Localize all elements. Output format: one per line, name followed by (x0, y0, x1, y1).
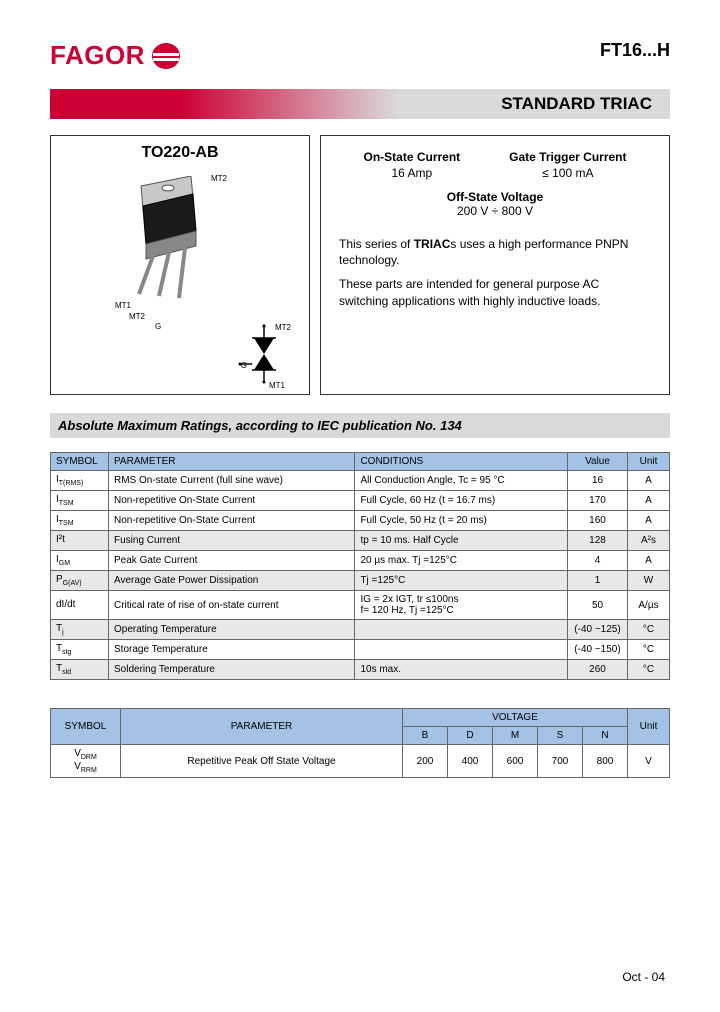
package-panel: TO220-AB MT2 MT1 MT2 G MT2 (50, 135, 310, 395)
part-number: FT16...H (600, 40, 670, 61)
pin-label-mt1: MT1 (115, 301, 131, 310)
off-state-value: 200 V ÷ 800 V (339, 204, 651, 218)
table-row: IT(RMS)RMS On-state Current (full sine w… (51, 471, 670, 491)
th-v-parameter: PARAMETER (121, 709, 403, 745)
table-row: PG(AV)Average Gate Power DissipationTj =… (51, 571, 670, 591)
table-row: I²tFusing Currenttp = 10 ms. Half Cycle1… (51, 531, 670, 551)
header: FAGOR FT16...H (50, 40, 670, 71)
spec-row: TO220-AB MT2 MT1 MT2 G MT2 (50, 135, 670, 395)
key-spec-top-row: On-State Current 16 Amp Gate Trigger Cur… (339, 150, 651, 180)
brand-mark-icon (151, 42, 181, 70)
th-volt-N: N (583, 727, 628, 745)
sch-pin-mt2: MT2 (275, 323, 291, 332)
off-state-label: Off-State Voltage (339, 190, 651, 204)
on-state-current: On-State Current 16 Amp (363, 150, 460, 180)
table-row: ITSMNon-repetitive On-State CurrentFull … (51, 511, 670, 531)
th-value: Value (568, 453, 628, 471)
triac-schematic-icon (234, 324, 289, 384)
pin-label-g: G (155, 322, 161, 331)
footer-date: Oct - 04 (622, 970, 665, 984)
th-v-unit: Unit (628, 709, 670, 745)
sch-pin-mt1: MT1 (269, 381, 285, 390)
th-volt-M: M (493, 727, 538, 745)
title-label: STANDARD TRIAC (483, 89, 670, 119)
th-parameter: PARAMETER (109, 453, 355, 471)
on-state-current-value: 16 Amp (363, 166, 460, 180)
th-volt-D: D (448, 727, 493, 745)
th-volt-B: B (403, 727, 448, 745)
th-conditions: CONDITIONS (355, 453, 568, 471)
voltage-row: VDRM VRRM Repetitive Peak Off State Volt… (51, 745, 670, 778)
ratings-section-header: Absolute Maximum Ratings, according to I… (50, 413, 670, 438)
description-2: These parts are intended for general pur… (339, 276, 651, 308)
voltage-header-row-1: SYMBOL PARAMETER VOLTAGE Unit (51, 709, 670, 727)
th-unit: Unit (628, 453, 670, 471)
v-val-b: 200 (403, 745, 448, 778)
v-val-m: 600 (493, 745, 538, 778)
table-row: TsldSoldering Temperature10s max.260°C (51, 660, 670, 680)
brand-logo: FAGOR (50, 40, 181, 71)
gate-trigger-label: Gate Trigger Current (509, 150, 626, 164)
ratings-header-row: SYMBOL PARAMETER CONDITIONS Value Unit (51, 453, 670, 471)
v-unit-cell: V (628, 745, 670, 778)
title-bar: STANDARD TRIAC (50, 89, 670, 119)
on-state-current-label: On-State Current (363, 150, 460, 164)
pin-label-mt2: MT2 (129, 312, 145, 321)
title-gradient (50, 89, 483, 119)
table-row: TjOperating Temperature(-40 ~125)°C (51, 620, 670, 640)
table-row: IGMPeak Gate Current20 µs max. Tj =125°C… (51, 551, 670, 571)
sch-pin-g: G (241, 361, 247, 370)
key-spec-panel: On-State Current 16 Amp Gate Trigger Cur… (320, 135, 670, 395)
v-val-s: 700 (538, 745, 583, 778)
to220-package-icon (101, 176, 231, 316)
table-row: dI/dtCritical rate of rise of on-state c… (51, 591, 670, 620)
brand-text: FAGOR (50, 40, 145, 71)
gate-trigger-value: ≤ 100 mA (509, 166, 626, 180)
description-1: This series of TRIACs uses a high perfor… (339, 236, 651, 268)
table-row: ITSMNon-repetitive On-State CurrentFull … (51, 491, 670, 511)
package-name: TO220-AB (59, 144, 301, 162)
gate-trigger-current: Gate Trigger Current ≤ 100 mA (509, 150, 626, 180)
v-param-cell: Repetitive Peak Off State Voltage (121, 745, 403, 778)
th-v-voltage: VOLTAGE (403, 709, 628, 727)
off-state-voltage: Off-State Voltage 200 V ÷ 800 V (339, 190, 651, 218)
table-row: TstgStorage Temperature(-40 ~150)°C (51, 640, 670, 660)
ratings-table: SYMBOL PARAMETER CONDITIONS Value Unit I… (50, 452, 670, 680)
v-val-n: 800 (583, 745, 628, 778)
th-volt-S: S (538, 727, 583, 745)
pin-label-mt2-top: MT2 (211, 174, 227, 183)
v-sym-cell: VDRM VRRM (51, 745, 121, 778)
th-v-symbol: SYMBOL (51, 709, 121, 745)
voltage-table: SYMBOL PARAMETER VOLTAGE Unit BDMSN VDRM… (50, 708, 670, 778)
v-val-d: 400 (448, 745, 493, 778)
th-symbol: SYMBOL (51, 453, 109, 471)
